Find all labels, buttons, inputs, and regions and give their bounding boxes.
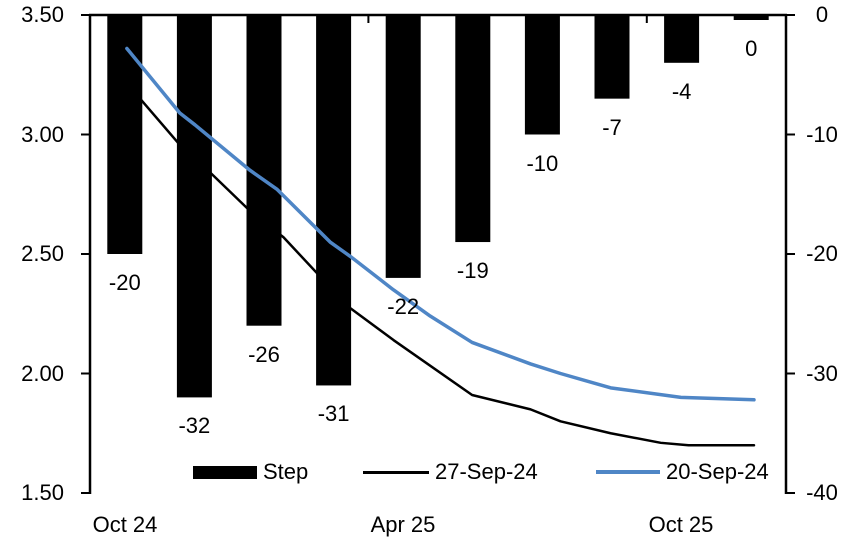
right-axis-tick-label: -30	[806, 361, 838, 386]
legend-item-27-sep-24: 27-Sep-24	[363, 459, 538, 485]
right-axis-tick-label: -20	[806, 241, 838, 266]
bar-value-label: -19	[456, 258, 489, 284]
left-axis-tick-label: 3.00	[21, 122, 64, 147]
bar-value-label: -20	[108, 270, 141, 295]
x-axis-label-oct-25: Oct 25	[648, 512, 714, 537]
bar-value-label: -31	[317, 401, 350, 427]
line-27-sep-24	[125, 85, 756, 447]
legend-item-step: Step	[193, 459, 308, 485]
left-axis-tick-label: 1.50	[21, 480, 64, 505]
legend-label: Step	[263, 459, 309, 484]
black-line-swatch-icon	[363, 470, 429, 474]
legend-label: 27-Sep-24	[435, 459, 538, 484]
blue-line-swatch-icon	[596, 470, 660, 474]
bar-value-label: 0	[745, 36, 758, 61]
legend-item-20-sep-24: 20-Sep-24	[596, 459, 769, 485]
bar	[316, 15, 352, 386]
bar	[176, 15, 212, 398]
left-axis-tick-label: 2.00	[21, 361, 64, 386]
bar	[524, 15, 560, 135]
bar-value-label: -22	[387, 293, 420, 319]
bar	[385, 15, 421, 278]
bar	[594, 15, 630, 99]
step-bar-swatch-icon	[193, 465, 257, 479]
bar-value-label: -4	[671, 78, 692, 104]
bar-value-label: -32	[178, 413, 211, 439]
bar-value-label: -26	[248, 341, 280, 367]
bar-value-label: -10	[526, 150, 559, 176]
right-axis-tick-label: 0	[815, 2, 829, 27]
legend-label: 20-Sep-24	[666, 459, 769, 484]
x-axis-label-oct-24: Oct 24	[92, 512, 158, 537]
bar-value-label: -7	[602, 114, 622, 140]
left-axis-tick-label: 3.50	[21, 2, 64, 27]
right-axis-tick-label: -40	[806, 480, 838, 505]
bar	[455, 15, 491, 243]
right-axis-tick-label: -10	[806, 122, 838, 147]
line-20-sep-24	[125, 46, 756, 402]
left-axis-tick-label: 2.50	[21, 241, 64, 266]
bar	[733, 15, 769, 20]
x-axis-label-apr-25: Apr 25	[370, 512, 436, 537]
bar	[664, 15, 700, 63]
bar	[107, 15, 143, 254]
